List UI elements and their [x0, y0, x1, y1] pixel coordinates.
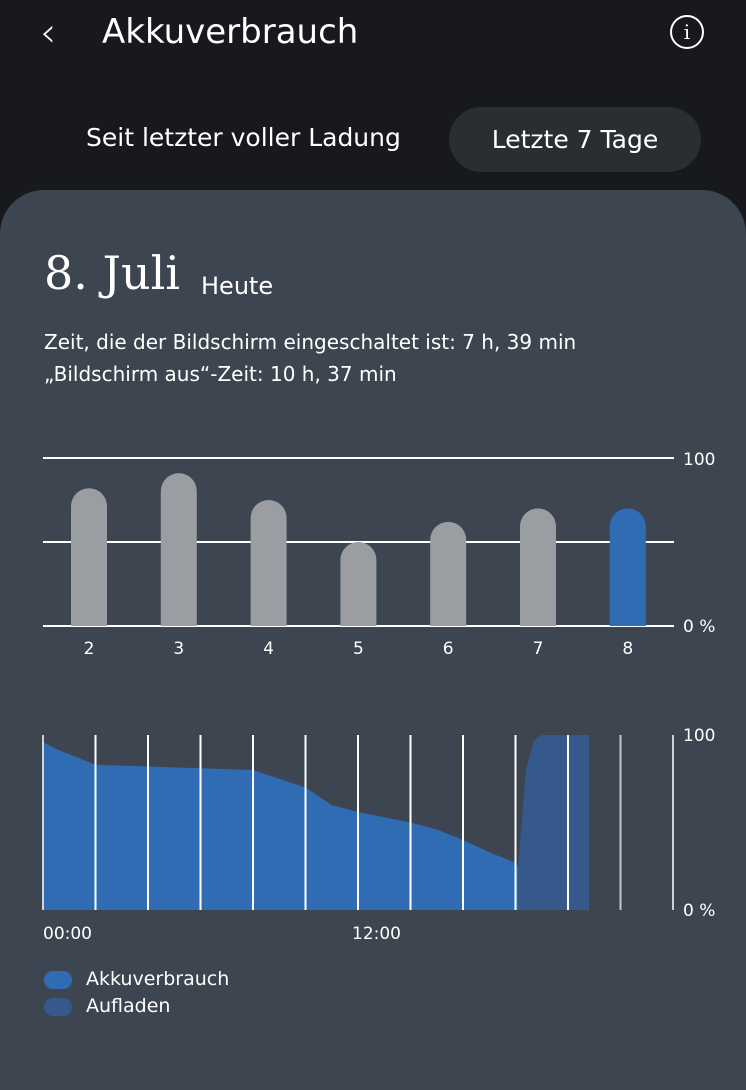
legend-label: Akkuverbrauch	[86, 968, 230, 990]
usage-card	[0, 190, 746, 1090]
bar	[160, 473, 197, 626]
tab-last-7-days[interactable]: Letzte 7 Tage	[449, 107, 701, 172]
x-tick-label: 7	[533, 639, 544, 659]
app-bar: ‹ Akkuverbrauch i	[0, 0, 746, 70]
x-tick-label: 5	[353, 639, 364, 659]
x-tick-label: 4	[263, 639, 274, 659]
bar	[250, 500, 287, 626]
relative-day: Heute	[201, 272, 274, 300]
y-tick-label: 0 %	[683, 617, 715, 637]
screen-on-time: Zeit, die der Bildschirm eingeschaltet i…	[44, 330, 577, 354]
info-icon[interactable]: i	[670, 15, 704, 49]
y-tick-label: 100	[683, 726, 715, 746]
selected-date: 8. Juli	[44, 246, 181, 300]
legend-swatch	[44, 997, 72, 1016]
x-tick-label: 12:00	[352, 924, 401, 944]
legend-charging: Aufladen	[44, 995, 170, 1017]
x-tick-label: 00:00	[43, 924, 92, 944]
bar	[520, 508, 556, 626]
bar	[340, 542, 377, 626]
screen-off-time: „Bildschirm aus“-Zeit: 10 h, 37 min	[44, 362, 397, 386]
x-tick-label: 8	[622, 639, 633, 659]
legend-label: Aufladen	[86, 995, 171, 1017]
tab-since-full-charge[interactable]: Seit letzter voller Ladung	[86, 123, 401, 152]
legend-swatch	[44, 970, 72, 989]
charging-area	[518, 735, 589, 910]
x-tick-label: 3	[173, 639, 184, 659]
x-tick-label: 2	[84, 639, 95, 659]
x-tick-label: 6	[443, 639, 454, 659]
usage-area	[43, 742, 519, 910]
y-tick-label: 0 %	[683, 901, 715, 921]
bar	[609, 508, 646, 626]
bar	[430, 521, 467, 626]
bar	[71, 488, 107, 626]
chevron-left-icon[interactable]: ‹	[40, 10, 56, 56]
page-title: Akkuverbrauch	[102, 12, 359, 52]
y-tick-label: 100	[683, 450, 715, 470]
legend-usage: Akkuverbrauch	[44, 968, 229, 990]
